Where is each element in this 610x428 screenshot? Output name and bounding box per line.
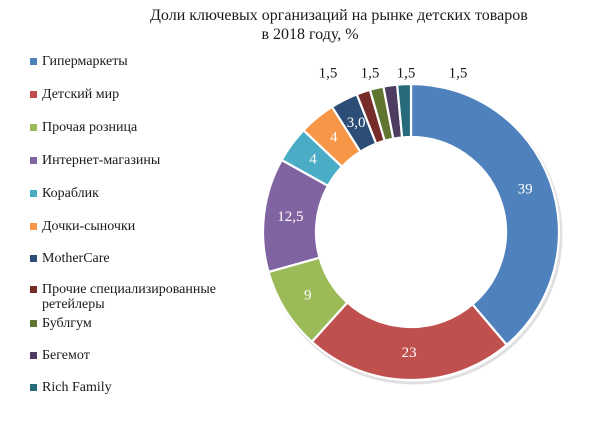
legend-label: Прочая розница [42, 120, 138, 135]
legend-swatch [30, 384, 37, 391]
data-label: 1,5 [319, 65, 338, 81]
data-label: 3,0 [347, 115, 366, 131]
data-label: 4 [330, 130, 338, 146]
legend-label: Прочие специализированные ретейлеры [42, 282, 216, 312]
legend-swatch [30, 124, 37, 131]
legend: Гипермаркеты Детский мир Прочая розница Инт… [30, 54, 260, 404]
legend-swatch [30, 255, 37, 262]
legend-swatch [30, 223, 37, 230]
data-label: 4 [309, 152, 317, 168]
legend-swatch [30, 58, 37, 65]
legend-label: Интернет-магазины [42, 153, 161, 168]
legend-label: Дочки-сыночки [42, 219, 136, 234]
legend-label: Бегемот [42, 348, 90, 363]
legend-swatch [30, 91, 37, 98]
chart-title-line-2: в 2018 году, % [261, 26, 359, 43]
data-label: 39 [518, 182, 533, 198]
data-label: 1,5 [361, 65, 380, 81]
data-label: 1,5 [397, 65, 416, 81]
data-label: 9 [304, 287, 312, 303]
data-label: 23 [402, 345, 417, 361]
donut-slice [395, 82, 413, 139]
legend-label: Бублгум [42, 316, 92, 331]
legend-swatch [30, 286, 37, 293]
legend-label: MotherCare [42, 251, 110, 266]
legend-label: Кораблик [42, 186, 99, 201]
legend-label: Детский мир [42, 87, 120, 102]
legend-label: Гипермаркеты [42, 54, 128, 69]
chart-title-line-1: Доли ключевых организаций на рынке детск… [150, 7, 528, 24]
legend-swatch [30, 320, 37, 327]
data-label: 1,5 [449, 65, 468, 81]
legend-label: Rich Family [42, 380, 112, 395]
data-label: 12,5 [277, 209, 303, 225]
legend-swatch [30, 157, 37, 164]
donut-slice [409, 82, 561, 347]
chart-title: Доли ключевых организаций на рынке детск… [150, 6, 528, 44]
legend-swatch [30, 352, 37, 359]
legend-swatch [30, 190, 37, 197]
